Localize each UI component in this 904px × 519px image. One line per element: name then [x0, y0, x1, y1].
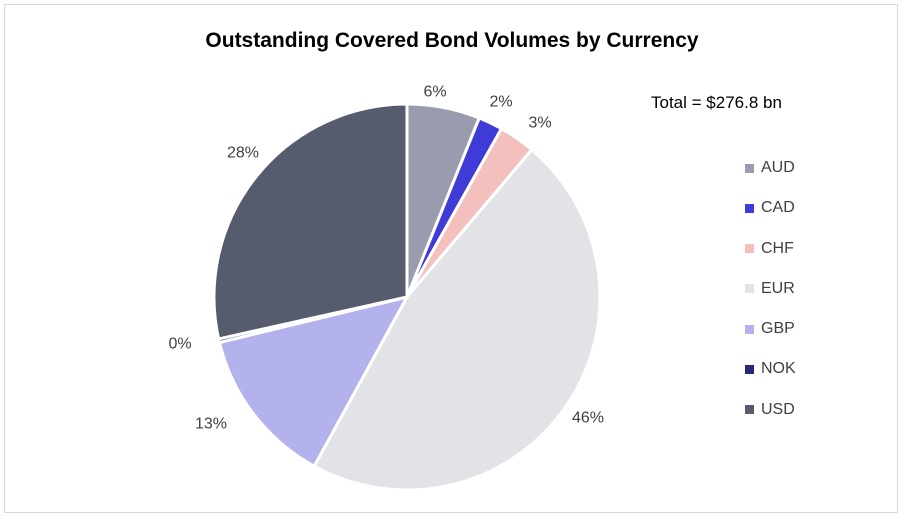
legend-swatch-gbp [745, 324, 754, 334]
legend-item-eur: EUR [745, 279, 796, 299]
data-label-usd: 28% [227, 145, 259, 162]
data-label-nok: 0% [168, 336, 191, 353]
legend-swatch-chf [745, 244, 754, 254]
legend-swatch-usd [745, 405, 754, 415]
data-label-gbp: 13% [195, 416, 227, 433]
legend-label-eur: EUR [761, 279, 795, 297]
legend-label-chf: CHF [761, 239, 794, 257]
legend-label-usd: USD [761, 400, 795, 418]
chart-title: Outstanding Covered Bond Volumes by Curr… [205, 29, 699, 52]
legend-item-usd: USD [745, 400, 796, 420]
pie-slice-eur [312, 147, 602, 492]
data-label-chf: 3% [528, 115, 551, 132]
pie-slice-usd [212, 102, 409, 341]
legend-label-nok: NOK [761, 360, 796, 378]
data-label-eur: 46% [572, 410, 604, 427]
legend-item-chf: CHF [745, 239, 796, 259]
legend-swatch-cad [745, 203, 754, 213]
legend-swatch-nok [745, 364, 754, 374]
legend-swatch-eur [745, 284, 754, 294]
legend: AUD CAD CHF EUR GBP NOK USD [745, 158, 796, 440]
legend-item-gbp: GBP [745, 319, 796, 339]
legend-swatch-aud [745, 163, 754, 173]
legend-label-gbp: GBP [761, 320, 795, 338]
total-annotation: Total = $276.8 bn [651, 93, 782, 112]
legend-label-cad: CAD [761, 199, 795, 217]
legend-item-aud: AUD [745, 158, 796, 178]
data-label-cad: 2% [489, 94, 512, 111]
legend-item-nok: NOK [745, 359, 796, 379]
legend-label-aud: AUD [761, 159, 795, 176]
data-label-aud: 6% [423, 84, 446, 101]
pie-slice-gbp [217, 294, 410, 469]
legend-item-cad: CAD [745, 198, 796, 218]
